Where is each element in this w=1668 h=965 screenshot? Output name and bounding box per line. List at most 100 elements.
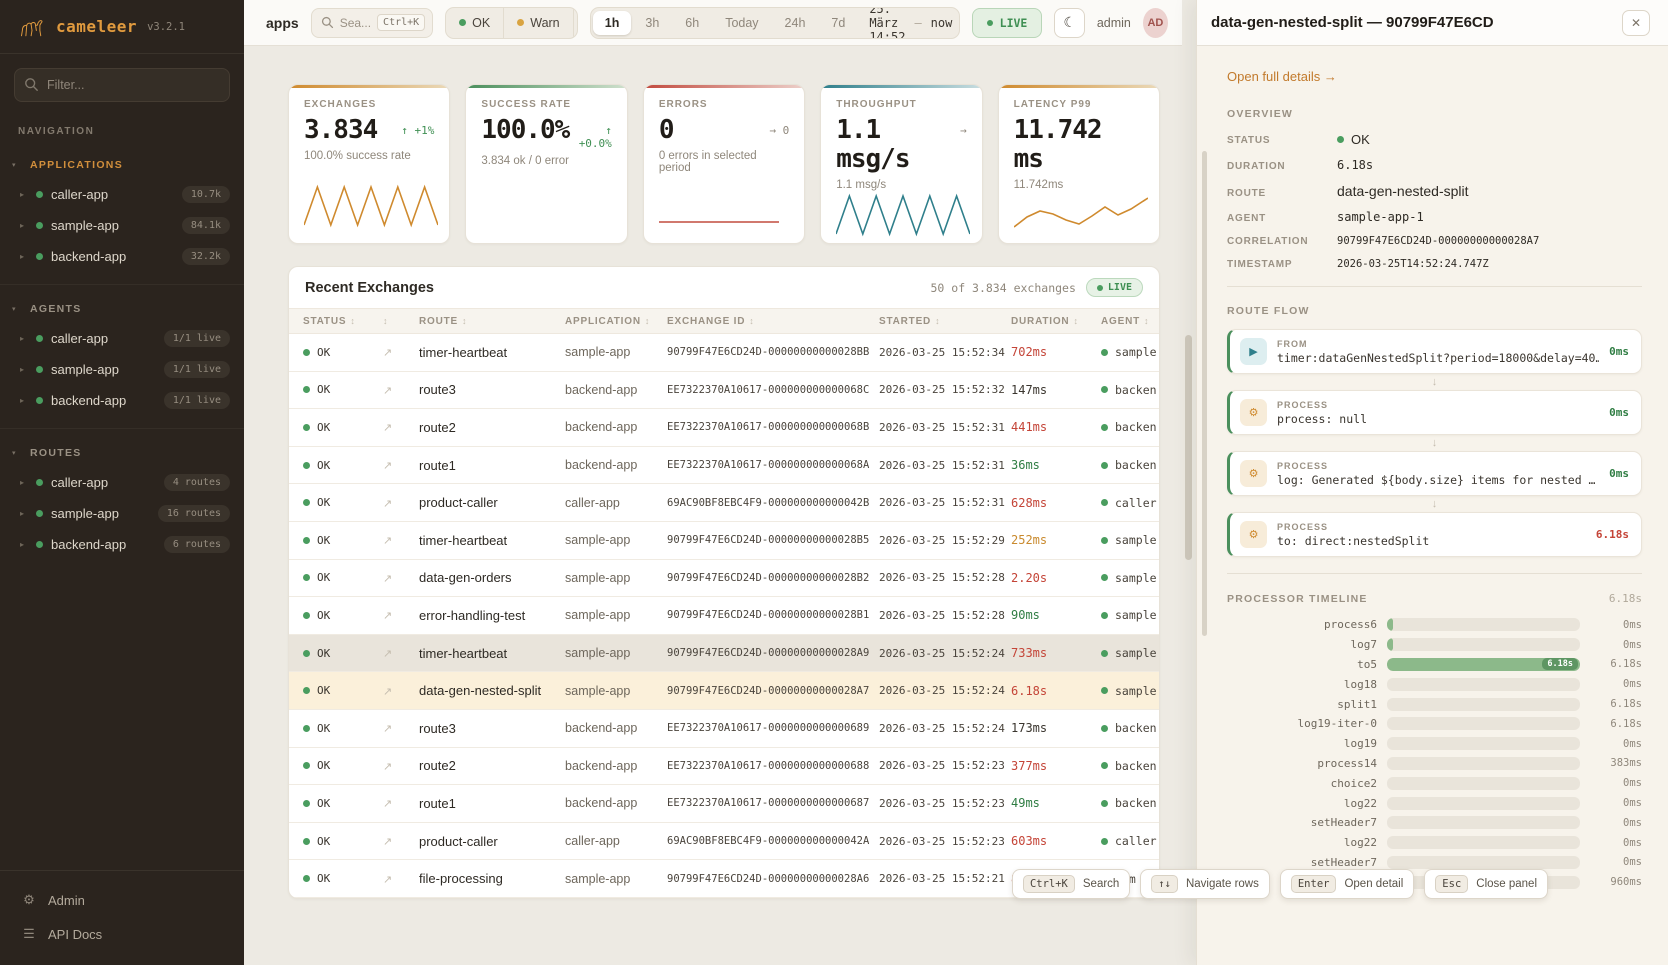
column-header-action[interactable]: ↕ [383, 316, 419, 326]
stat-card-subtext: 11.742ms [1013, 179, 1064, 192]
table-row[interactable]: OK ↗ data-gen-nested-split sample-app 90799F… [289, 672, 1159, 710]
open-exchange-action[interactable]: ↗ [383, 870, 419, 888]
timeline-total: 6.18s [1608, 592, 1642, 605]
sparkline [835, 193, 971, 237]
gear-icon: ⚙ [23, 892, 35, 907]
stat-card-label: SUCCESS RATE [481, 99, 572, 110]
table-row[interactable]: OK ↗ route3 backend-app EE7322370A10617-0000… [289, 710, 1159, 748]
timeline-bar-track [1387, 816, 1580, 830]
sidebar-section-header[interactable]: ▾ ROUTES [0, 439, 244, 467]
open-exchange-action[interactable]: ↗ [383, 494, 419, 512]
close-panel-button[interactable]: ✕ [1622, 9, 1650, 36]
range-button-today[interactable]: Today [725, 15, 759, 30]
open-exchange-action[interactable]: ↗ [383, 794, 419, 812]
global-search[interactable]: Sea... Ctrl+K [310, 7, 434, 38]
table-row[interactable]: OK ↗ route3 backend-app EE7322370A10617-0000… [289, 372, 1159, 410]
stat-card-subtext: 1.1 msg/s [836, 179, 887, 192]
main-scrollbar-thumb[interactable] [1185, 335, 1192, 560]
table-row[interactable]: OK ↗ route2 backend-app EE7322370A10617-0000… [289, 748, 1159, 786]
flow-step-2[interactable]: ⚙ PROCESS process: null 0ms [1227, 390, 1642, 435]
live-toggle-button[interactable]: LIVE [971, 7, 1043, 38]
brand-name: cameleer [56, 17, 138, 36]
avatar[interactable]: AD [1142, 7, 1168, 38]
sidebar-item-sample-app[interactable]: ▸ sample-app 1/1 live [0, 354, 244, 385]
open-exchange-action[interactable]: ↗ [383, 456, 419, 474]
range-button-3h[interactable]: 3h [645, 15, 660, 30]
open-exchange-action[interactable]: ↗ [383, 343, 419, 361]
sidebar-item-caller-app[interactable]: ▸ caller-app 1/1 live [0, 323, 244, 354]
panel-scrollbar-thumb[interactable] [1202, 151, 1207, 636]
open-exchange-action[interactable]: ↗ [383, 644, 419, 662]
open-exchange-action[interactable]: ↗ [383, 569, 419, 587]
sidebar-section-header[interactable]: ▾ APPLICATIONS [0, 151, 244, 179]
table-row[interactable]: OK ↗ route2 backend-app EE7322370A10617-0000… [289, 409, 1159, 447]
range-button-7d[interactable]: 7d [831, 15, 846, 30]
sidebar-section-header[interactable]: ▾ AGENTS [0, 295, 244, 323]
open-exchange-action[interactable]: ↗ [383, 719, 419, 737]
flow-step-4[interactable]: ⚙ PROCESS to: direct:nestedSplit 6.18s [1227, 512, 1642, 557]
table-row[interactable]: OK ↗ timer-heartbeat sample-app 90799F47E6CD… [289, 522, 1159, 560]
sidebar-item-backend-app[interactable]: ▸ backend-app 32.2k [0, 241, 244, 272]
flow-step-1[interactable]: ▶ FROM timer:dataGenNestedSplit?period=180… [1227, 329, 1642, 374]
open-exchange-action[interactable]: ↗ [383, 606, 419, 624]
status-filter-warn[interactable]: Warn [504, 7, 574, 38]
cell-application: sample-app [565, 646, 631, 661]
filter-input[interactable] [14, 68, 230, 102]
sidebar-item-caller-app[interactable]: ▸ caller-app 4 routes [0, 467, 244, 498]
cell-application: caller-app [565, 495, 620, 510]
column-header-status[interactable]: STATUS ↕ [303, 315, 356, 327]
flow-step-kind: PROCESS [1277, 521, 1329, 532]
open-exchange-action[interactable]: ↗ [383, 832, 419, 850]
status-dot [303, 611, 310, 619]
flow-step-3[interactable]: ⚙ PROCESS log: Generated ${body.size} item… [1227, 451, 1642, 496]
table-row[interactable]: OK ↗ route1 backend-app EE7322370A10617-0000… [289, 785, 1159, 823]
sidebar-footer-api-docs[interactable]: ☰ API Docs [0, 917, 244, 951]
flow-step-texts: PROCESS process: null [1277, 400, 1599, 426]
column-header-route[interactable]: ROUTE ↕ [419, 315, 468, 327]
table-row[interactable]: OK ↗ error-handling-test sample-app 90799F47… [289, 597, 1159, 635]
sidebar-item-sample-app[interactable]: ▸ sample-app 16 routes [0, 498, 244, 529]
range-button-1h[interactable]: 1h [592, 10, 632, 35]
flow-step-kind: PROCESS [1277, 460, 1329, 471]
overview-rows: STATUS OK DURATION 6.18s ROUTE data-gen-neste… [1227, 132, 1642, 270]
column-header-agent[interactable]: AGENT ↕ [1101, 315, 1150, 327]
overview-value: OK [1337, 132, 1370, 147]
cell-route: route1 [419, 457, 456, 473]
status-filter-e[interactable]: E [574, 8, 577, 38]
open-exchange-action[interactable]: ↗ [383, 757, 419, 775]
table-row[interactable]: OK ↗ product-caller caller-app 69AC90BF8EBC4… [289, 484, 1159, 522]
timeline-bar-track [1387, 855, 1580, 869]
flow-step-endpoint: timer:dataGenNestedSplit?period=18000&de… [1277, 350, 1600, 365]
sort-icon: ↕ [1144, 316, 1150, 326]
sidebar-item-sample-app[interactable]: ▸ sample-app 84.1k [0, 210, 244, 241]
date-range-display[interactable]: 25. März 14:52 — now [859, 8, 958, 38]
cell-route: route1 [419, 795, 456, 811]
range-button-6h[interactable]: 6h [685, 15, 700, 30]
open-exchange-action[interactable]: ↗ [383, 531, 419, 549]
table-row[interactable]: OK ↗ product-caller caller-app 69AC90BF8EBC4… [289, 823, 1159, 861]
range-button-24h[interactable]: 24h [784, 15, 806, 30]
open-full-details-link[interactable]: Open full details → [1227, 69, 1337, 84]
column-header-application[interactable]: APPLICATION ↕ [565, 315, 651, 327]
arrow-up-right-icon: ↗ [383, 648, 393, 661]
table-row[interactable]: OK ↗ timer-heartbeat sample-app 90799F47E6CD… [289, 334, 1159, 372]
cell-exchange-id: 90799F47E6CD24D-00000000000028B5 [667, 534, 870, 547]
open-exchange-action[interactable]: ↗ [383, 682, 419, 700]
arrow-up-right-icon: ↗ [383, 460, 393, 473]
sidebar-item-backend-app[interactable]: ▸ backend-app 1/1 live [0, 385, 244, 416]
table-row[interactable]: OK ↗ route1 backend-app EE7322370A10617-0000… [289, 447, 1159, 485]
timeline-row-setHeader7: setHeader7 0ms [1227, 813, 1642, 833]
column-header-started[interactable]: STARTED ↕ [879, 315, 941, 327]
status-filter-ok[interactable]: OK [446, 7, 505, 38]
sort-icon: ↕ [749, 316, 755, 326]
sidebar-footer-admin[interactable]: ⚙ Admin [0, 883, 244, 917]
table-row[interactable]: OK ↗ data-gen-orders sample-app 90799F47E6CD… [289, 560, 1159, 598]
column-header-exchange-id[interactable]: EXCHANGE ID ↕ [667, 315, 755, 327]
sidebar-item-caller-app[interactable]: ▸ caller-app 10.7k [0, 179, 244, 210]
open-exchange-action[interactable]: ↗ [383, 381, 419, 399]
column-header-duration[interactable]: DURATION ↕ [1011, 315, 1079, 327]
sidebar-item-backend-app[interactable]: ▸ backend-app 6 routes [0, 529, 244, 560]
open-exchange-action[interactable]: ↗ [383, 418, 419, 436]
theme-toggle-button[interactable]: ☾ [1054, 7, 1085, 38]
table-row[interactable]: OK ↗ timer-heartbeat sample-app 90799F47E6CD… [289, 634, 1159, 673]
